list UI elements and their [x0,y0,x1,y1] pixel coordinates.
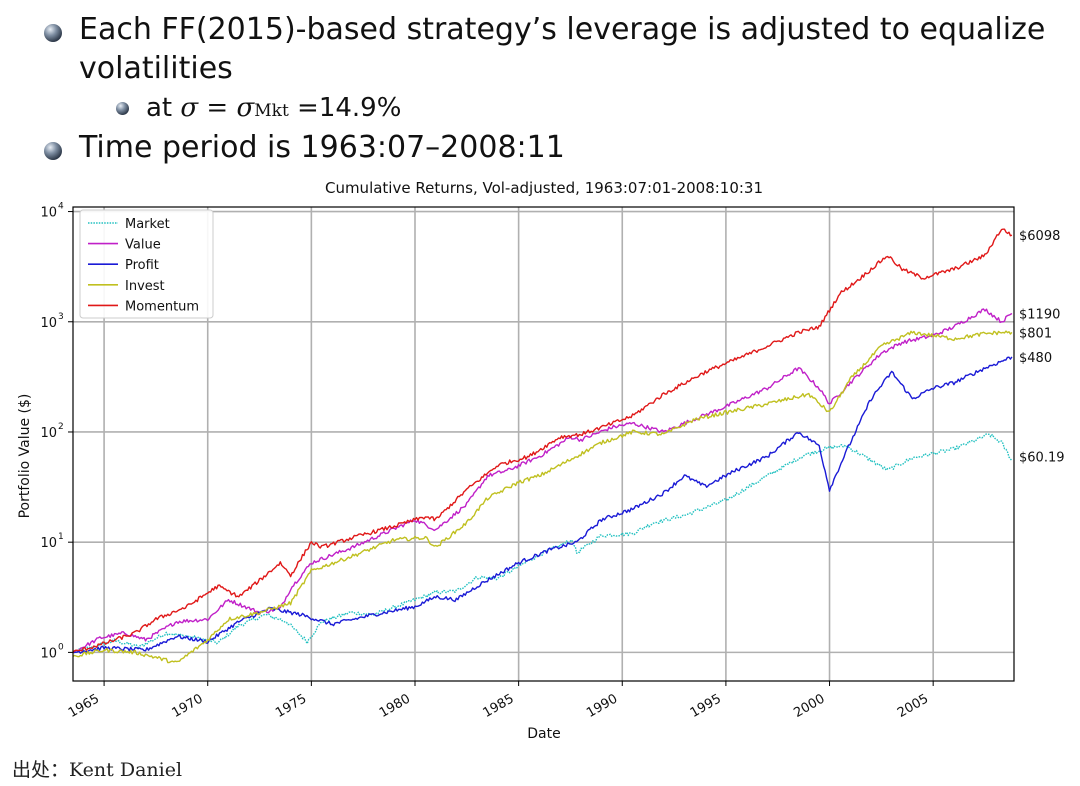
y-tick-exponent: 4 [58,202,64,212]
x-tick-label: 1975 [273,691,309,721]
y-tick-label: 10 [40,426,57,441]
series-line-invest [72,330,1013,664]
series-line-value [72,308,1013,653]
series-line-market [72,433,1013,654]
x-tick-label: 1985 [480,691,516,721]
chart-grid [73,207,1014,681]
y-tick-label: 10 [40,206,57,221]
plot-frame [72,206,1015,682]
y-tick-exponent: 3 [58,312,64,322]
bullet-sphere-icon [116,102,129,115]
sigma-market-subscript: Mkt [254,101,289,121]
sigma-equals: = [198,93,237,123]
end-label-momentum: $6098 [1019,229,1060,244]
sigma-prefix: at [146,93,181,123]
x-tick-label: 1970 [170,691,206,721]
sigma-symbol: σ [180,93,199,123]
legend-entry-momentum: Momentum [125,299,199,314]
chart-legend: Market Value Profit Invest Momentum [79,209,214,319]
chart-series-lines [72,228,1013,664]
end-label-profit: $480 [1019,351,1052,366]
series-line-profit [72,356,1013,654]
y-tick-label: 10 [40,316,57,331]
y-tick-exponent: 1 [58,532,64,542]
bullet-time-period: Time period is 1963:07–2008:11 [44,128,565,168]
sigma-market-symbol: σ [236,93,255,123]
bullet-leverage: Each FF(2015)-based strategy’s leverage … [44,10,1064,88]
legend-entry-value: Value [125,238,161,253]
bullet-sigma-text: at σ = σMkt =14.9% [146,90,401,129]
x-axis-label: Date [527,726,560,742]
series-end-labels: $60.19 $1190 $480 $801 $6098 [1019,229,1065,465]
x-tick-label: 1990 [584,691,620,721]
sigma-value: =14.9% [288,93,402,123]
bullet-time-period-text: Time period is 1963:07–2008:11 [79,130,565,165]
legend-box [79,209,214,319]
end-label-market: $60.19 [1019,450,1065,465]
bullet-sphere-icon [44,142,62,160]
bullet-leverage-text: Each FF(2015)-based strategy’s leverage … [79,12,1046,86]
end-label-invest: $801 [1019,326,1052,341]
series-line-momentum [72,228,1013,653]
x-tick-label: 2005 [895,691,931,721]
bullet-sigma: at σ = σMkt =14.9% [116,90,401,129]
y-tick-label: 10 [40,646,57,661]
x-axis-ticks: 1965 1970 1975 1980 1985 1990 1995 2000 2005 [66,681,934,721]
bullet-sphere-icon [44,24,62,42]
cumulative-returns-chart: Cumulative Returns, Vol-adjusted, 1963:0… [17,179,1065,742]
y-axis-label: Portfolio Value ($) [17,394,33,519]
chart-title: Cumulative Returns, Vol-adjusted, 1963:0… [325,179,763,197]
y-tick-label: 10 [40,536,57,551]
source-credit: 出处：Kent Daniel [12,759,183,781]
y-tick-exponent: 2 [58,422,64,432]
x-tick-label: 1995 [688,691,724,721]
x-tick-label: 1965 [66,691,102,721]
y-tick-exponent: 0 [58,642,64,652]
legend-entry-invest: Invest [125,279,165,294]
legend-entry-market: Market [125,217,170,232]
legend-entry-profit: Profit [125,258,159,273]
x-tick-label: 2000 [791,691,827,721]
x-tick-label: 1980 [377,691,413,721]
end-label-value: $1190 [1019,307,1060,322]
